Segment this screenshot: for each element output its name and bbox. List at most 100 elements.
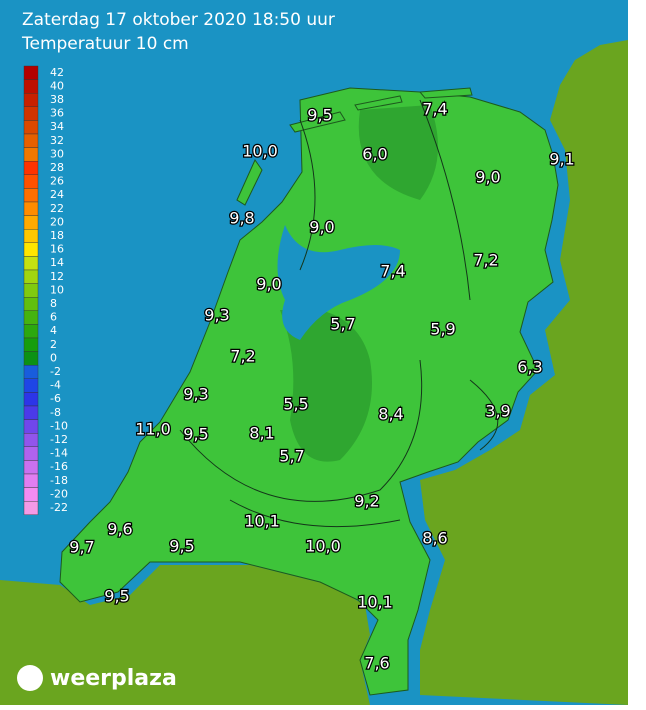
station-value: 7,2 <box>473 251 498 270</box>
legend-label: 30 <box>50 147 64 160</box>
station-value: 6,0 <box>362 145 387 164</box>
legend-label: 18 <box>50 229 64 242</box>
legend-label: -18 <box>50 474 68 487</box>
legend-swatch <box>23 473 39 488</box>
legend-swatch <box>23 120 39 135</box>
title: Zaterdag 17 oktober 2020 18:50 uur <box>22 10 335 30</box>
legend-label: -2 <box>50 365 61 378</box>
subtitle: Temperatuur 10 cm <box>21 34 189 54</box>
legend-swatch <box>23 228 39 243</box>
legend-swatch <box>23 174 39 189</box>
station-value: 8,4 <box>378 405 403 424</box>
legend-swatch <box>23 487 39 502</box>
station-value: 9,6 <box>107 520 132 539</box>
station-value: 9,1 <box>549 150 574 169</box>
legend-label: 2 <box>50 338 57 351</box>
legend-label: 0 <box>50 351 57 364</box>
legend-label: 8 <box>50 297 57 310</box>
legend-swatch <box>23 446 39 461</box>
legend-label: 4 <box>50 324 57 337</box>
legend-label: 12 <box>50 270 64 283</box>
legend-label: -4 <box>50 379 61 392</box>
legend-label: 40 <box>50 79 64 92</box>
station-value: 9,3 <box>204 306 229 325</box>
legend-label: 24 <box>50 188 64 201</box>
legend-swatch <box>23 460 39 475</box>
legend-label: 36 <box>50 107 64 120</box>
station-value: 9,7 <box>69 538 94 557</box>
legend-swatch <box>23 337 39 352</box>
legend-label: -22 <box>50 501 68 514</box>
legend-swatch <box>23 65 39 80</box>
legend-swatch <box>23 79 39 94</box>
legend-label: 28 <box>50 161 64 174</box>
logo-icon <box>17 665 43 691</box>
station-value: 7,4 <box>422 100 447 119</box>
wadden-islands <box>236 87 473 206</box>
legend-swatch <box>23 283 39 298</box>
station-value: 10,0 <box>305 537 341 556</box>
station-value: 9,3 <box>183 385 208 404</box>
legend-label: 14 <box>50 256 64 269</box>
legend-label: 22 <box>50 202 64 215</box>
cool-area <box>358 105 438 200</box>
station-value: 10,1 <box>244 512 280 531</box>
legend-label: 16 <box>50 243 64 256</box>
station-value: 9,2 <box>354 492 379 511</box>
legend-swatch <box>23 92 39 107</box>
station-value: 9,5 <box>104 587 129 606</box>
legend-swatch <box>23 501 39 516</box>
legend-label: 20 <box>50 215 64 228</box>
legend-swatch <box>23 433 39 448</box>
legend-swatch <box>23 324 39 339</box>
station-value: 5,7 <box>330 315 355 334</box>
legend-label: -16 <box>50 460 68 473</box>
legend-label: 38 <box>50 93 64 106</box>
legend-swatch <box>23 215 39 230</box>
station-value: 5,7 <box>279 447 304 466</box>
isotherm <box>179 99 499 528</box>
legend-swatch <box>23 133 39 148</box>
ijsselmeer <box>277 225 400 340</box>
station-value: 10,1 <box>357 593 393 612</box>
legend-swatch <box>23 419 39 434</box>
legend-swatch <box>23 405 39 420</box>
station-value: 7,4 <box>380 262 405 281</box>
legend-swatch <box>23 106 39 121</box>
station-value: 9,5 <box>183 425 208 444</box>
station-value: 9,5 <box>169 537 194 556</box>
legend-label: -14 <box>50 447 68 460</box>
legend-swatch <box>23 242 39 257</box>
station-value: 9,8 <box>229 209 254 228</box>
legend-label: -8 <box>50 406 61 419</box>
legend-swatch <box>23 256 39 271</box>
legend-swatch <box>23 310 39 325</box>
logo: weerplaza <box>17 665 177 691</box>
legend-swatch <box>23 392 39 407</box>
legend-label: 42 <box>50 66 64 79</box>
germany <box>420 40 628 705</box>
station-value: 9,0 <box>309 218 334 237</box>
legend-label: -10 <box>50 419 68 432</box>
station-value: 11,0 <box>135 420 171 439</box>
station-value: 3,9 <box>485 402 510 421</box>
legend-label: 32 <box>50 134 64 147</box>
legend-label: -20 <box>50 487 68 500</box>
station-value: 9,0 <box>256 275 281 294</box>
station-value: 5,9 <box>430 320 455 339</box>
station-value: 9,5 <box>307 106 332 125</box>
station-value: 6,3 <box>517 358 542 377</box>
legend-label: 26 <box>50 175 64 188</box>
station-value: 9,0 <box>475 168 500 187</box>
station-value: 8,1 <box>249 424 274 443</box>
legend-label: -12 <box>50 433 68 446</box>
legend-swatch <box>23 269 39 284</box>
station-value: 8,6 <box>422 529 447 548</box>
legend-swatch <box>23 378 39 393</box>
legend-label: -6 <box>50 392 61 405</box>
legend-swatch <box>23 188 39 203</box>
legend-swatch <box>23 351 39 366</box>
legend-label: 10 <box>50 283 64 296</box>
legend-swatch <box>23 365 39 380</box>
belgium <box>0 565 370 705</box>
